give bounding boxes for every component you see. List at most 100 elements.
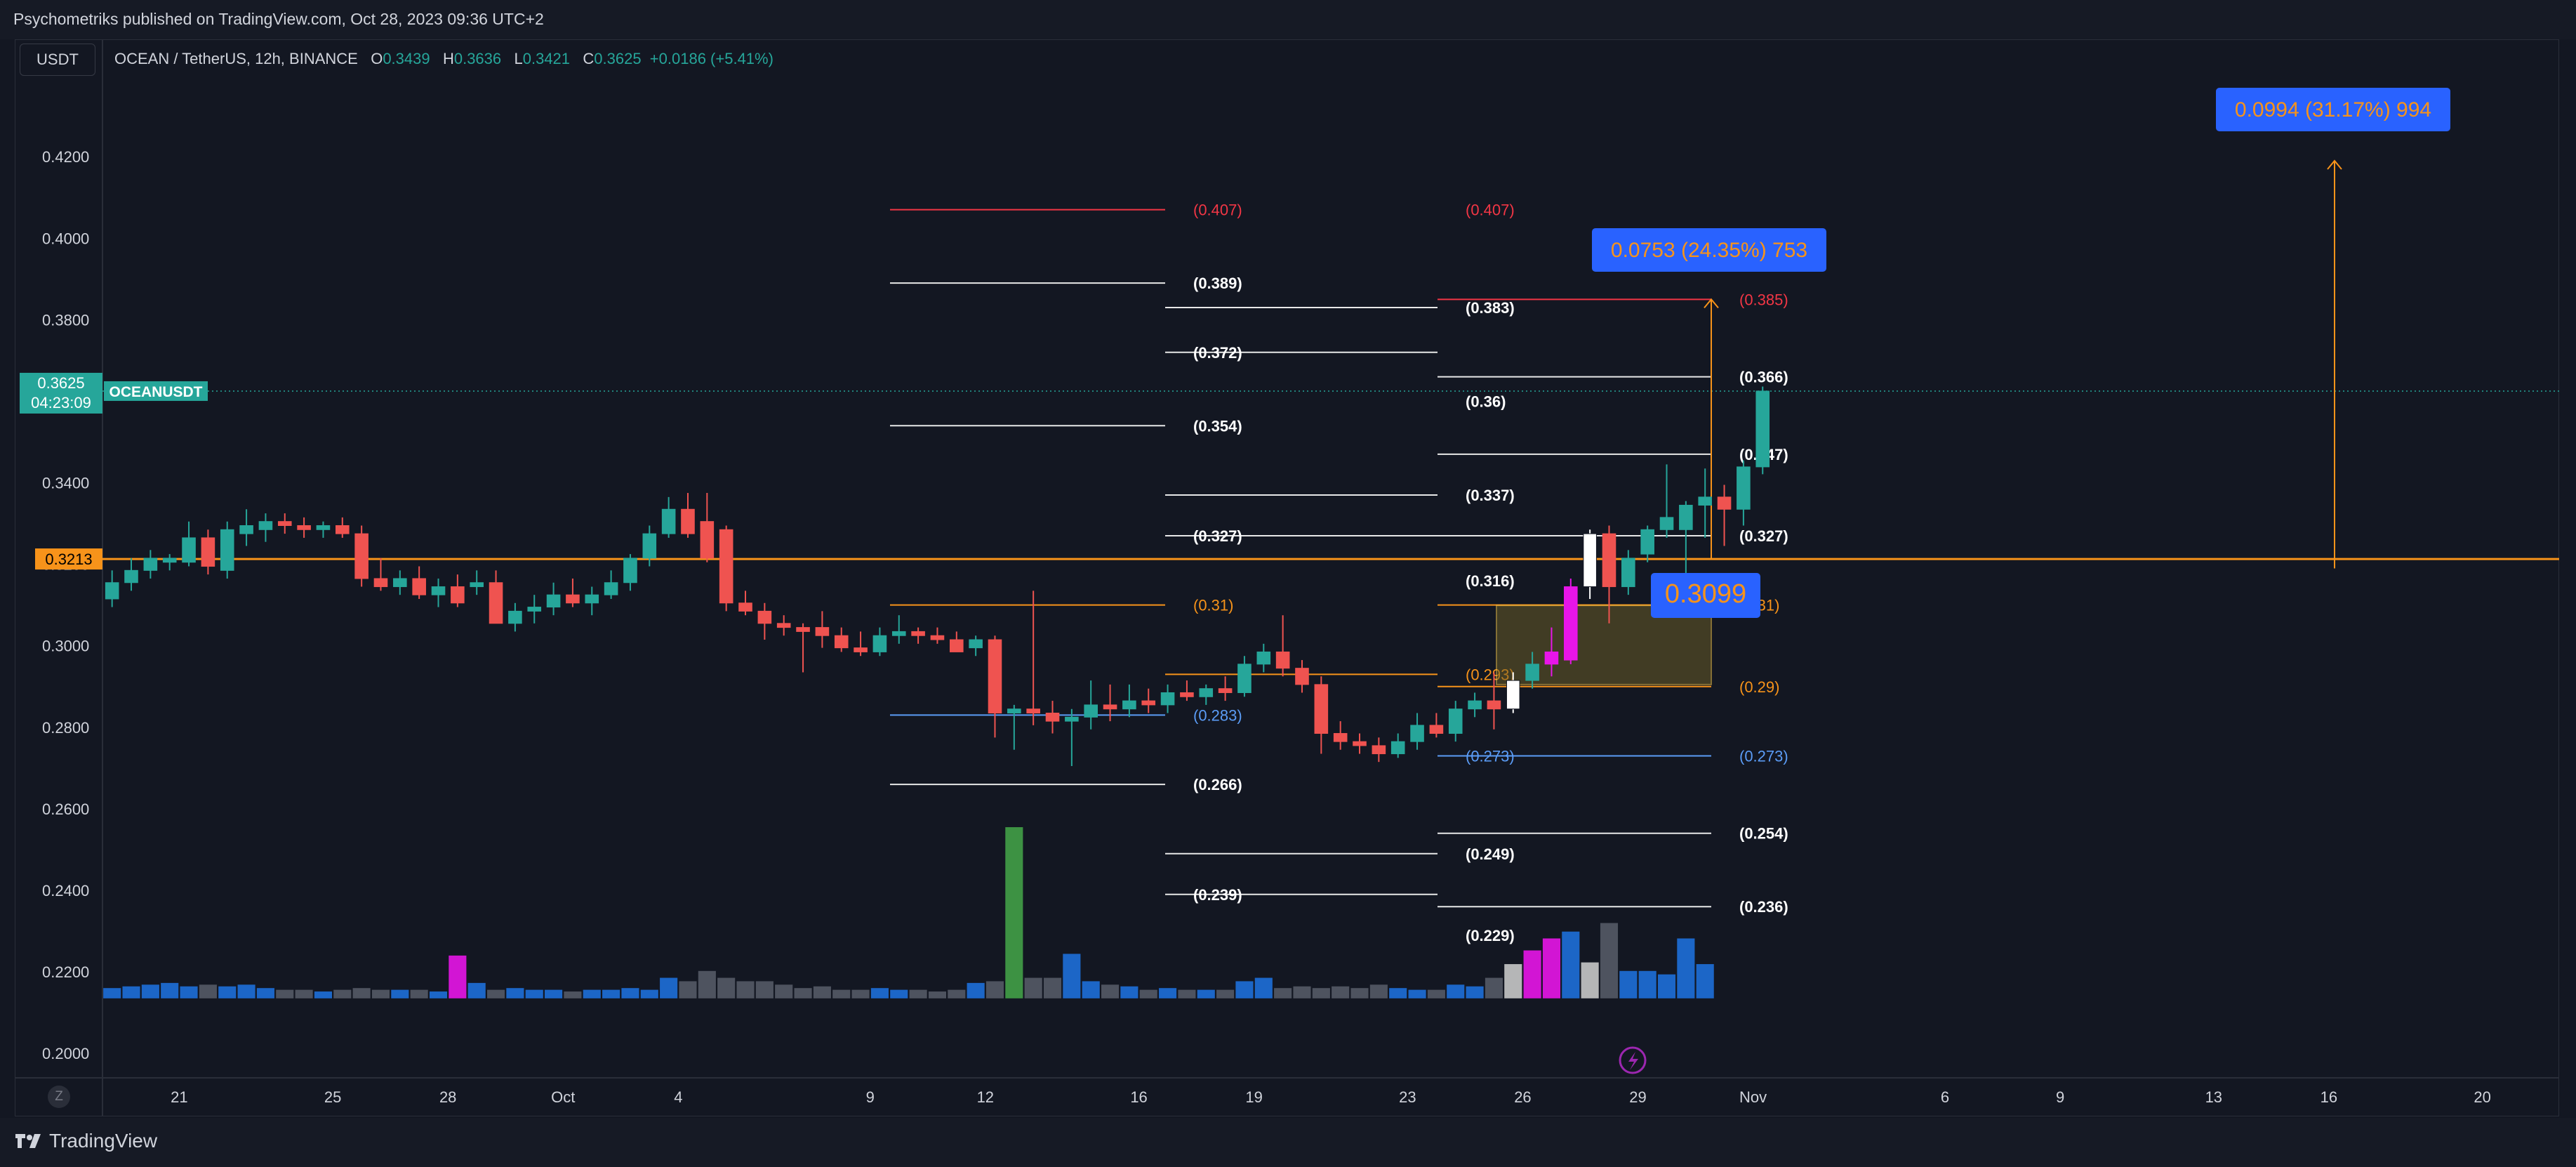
volume-bar bbox=[314, 991, 333, 998]
legend-close: 0.3625 bbox=[594, 50, 642, 67]
fib-set-2-label: (0.249) bbox=[1466, 845, 1515, 863]
candle-body bbox=[776, 623, 791, 628]
chart-frame[interactable] bbox=[15, 39, 2559, 1116]
volume-bar bbox=[1638, 970, 1657, 998]
volume-bar bbox=[755, 981, 774, 998]
candle-body bbox=[1525, 664, 1539, 681]
measure-arrow-1-head bbox=[1704, 298, 1719, 308]
legend-low: 0.3421 bbox=[522, 50, 571, 67]
volume-bar bbox=[870, 988, 889, 998]
candle-body bbox=[1390, 741, 1405, 755]
y-tick-label: 0.2000 bbox=[42, 1045, 89, 1062]
fib-set-2-label: (0.407) bbox=[1466, 202, 1515, 219]
volume-bar bbox=[1389, 988, 1407, 998]
legend-open-label: O bbox=[371, 50, 383, 67]
candle-body bbox=[1372, 745, 1386, 755]
legend-high-label: H bbox=[442, 50, 454, 67]
candle-body bbox=[719, 529, 733, 604]
candle-body bbox=[124, 569, 138, 584]
candle-body bbox=[1295, 668, 1309, 685]
volume-bar bbox=[1332, 986, 1350, 998]
candle-body bbox=[1755, 390, 1770, 468]
volume-bar bbox=[967, 982, 985, 998]
fib-set-1-label: (0.372) bbox=[1193, 344, 1242, 362]
fib-set-2-label: (0.383) bbox=[1466, 299, 1515, 317]
x-tick-label: 12 bbox=[977, 1088, 994, 1106]
volume-bar bbox=[736, 981, 755, 998]
legend-symbol[interactable]: OCEAN / TetherUS, 12h, BINANCE bbox=[114, 50, 358, 67]
tradingview-logo[interactable]: TradingView bbox=[14, 1129, 157, 1153]
candle-body bbox=[1237, 664, 1252, 693]
candle-body bbox=[393, 578, 407, 588]
x-tick-label: 29 bbox=[1629, 1088, 1646, 1106]
volume-bar bbox=[1696, 964, 1714, 998]
candle-body bbox=[796, 627, 810, 632]
volume-bar bbox=[256, 988, 274, 998]
x-tick-label: 13 bbox=[2205, 1088, 2222, 1106]
candle-body bbox=[566, 594, 580, 604]
volume-bar bbox=[1024, 977, 1042, 998]
volume-bar bbox=[813, 986, 831, 998]
measure-label-1-bg bbox=[1592, 228, 1826, 272]
candle-body bbox=[239, 525, 253, 534]
volume-bar bbox=[391, 989, 409, 998]
volume-bar bbox=[1178, 989, 1196, 998]
candle-body bbox=[1045, 712, 1060, 722]
y-tick-label: 0.2400 bbox=[42, 882, 89, 899]
measure-label-2: 0.0994 (31.17%) 994 bbox=[2235, 98, 2431, 121]
volume-bar bbox=[1274, 988, 1292, 998]
candle-body bbox=[1564, 586, 1578, 661]
volume-bar bbox=[583, 989, 601, 998]
volume-bar bbox=[1293, 986, 1311, 998]
fib-set-1-label: (0.266) bbox=[1193, 776, 1242, 793]
legend-high: 0.3636 bbox=[453, 50, 502, 67]
candle-body bbox=[451, 586, 465, 604]
candle-body bbox=[1429, 725, 1444, 734]
candle-body bbox=[1410, 725, 1424, 742]
candle-body bbox=[1602, 533, 1616, 588]
volume-bar bbox=[679, 981, 697, 998]
x-tick-label: 4 bbox=[674, 1088, 682, 1106]
fib-set-3-label: (0.29) bbox=[1739, 678, 1779, 696]
candle-body bbox=[1737, 466, 1751, 510]
fib-set-1-label: (0.407) bbox=[1193, 202, 1242, 219]
candle-body bbox=[642, 533, 657, 559]
fib-set-2-label: (0.316) bbox=[1466, 572, 1515, 590]
candle-body bbox=[930, 635, 945, 640]
volume-bar bbox=[1619, 970, 1638, 998]
volume-bar bbox=[1581, 962, 1599, 998]
fib-set-2-label: (0.337) bbox=[1466, 487, 1515, 504]
x-tick-label: 6 bbox=[1941, 1088, 1949, 1106]
x-tick-label: 23 bbox=[1399, 1088, 1416, 1106]
volume-bar bbox=[1197, 989, 1215, 998]
volume-bar bbox=[1254, 977, 1273, 998]
volume-bar bbox=[1369, 984, 1388, 998]
volume-bar bbox=[1504, 964, 1522, 998]
volume-bar bbox=[352, 988, 371, 998]
volume-bar bbox=[141, 984, 159, 998]
y-tick-label: 0.3400 bbox=[42, 475, 89, 492]
fib-set-2-label: (0.36) bbox=[1466, 393, 1506, 410]
timezone-z-button[interactable]: Z bbox=[48, 1086, 70, 1108]
volume-bar bbox=[429, 991, 448, 998]
x-tick-label: Oct bbox=[551, 1088, 575, 1106]
volume-bar bbox=[698, 970, 716, 998]
candlestick-chart[interactable]: 0.42000.40000.38000.36000.34000.32000.30… bbox=[0, 0, 2576, 1118]
volume-bar bbox=[1005, 827, 1023, 998]
currency-button[interactable]: USDT bbox=[20, 44, 95, 76]
candle-body bbox=[661, 508, 676, 534]
earnings-flash-icon bbox=[1619, 1046, 1647, 1074]
volume-bar bbox=[1427, 989, 1445, 998]
volume-bar bbox=[333, 989, 352, 998]
candle-body bbox=[854, 647, 868, 652]
candle-body bbox=[527, 607, 542, 612]
candle-body bbox=[336, 525, 350, 534]
candle-body bbox=[623, 558, 637, 584]
fib-set-3-label: (0.327) bbox=[1739, 527, 1788, 545]
y-tick-label: 0.2200 bbox=[42, 963, 89, 981]
measure-label-1: 0.0753 (24.35%) 753 bbox=[1611, 239, 1807, 262]
candle-body bbox=[891, 631, 906, 636]
candle-body bbox=[1065, 716, 1079, 722]
candle-body bbox=[1199, 688, 1214, 697]
candle-body bbox=[815, 627, 830, 636]
